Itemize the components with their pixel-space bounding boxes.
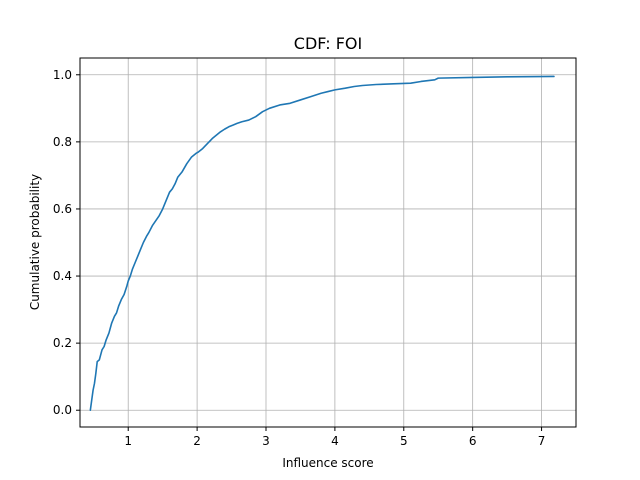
x-axis-label: Influence score bbox=[282, 456, 373, 470]
x-tick-label: 7 bbox=[538, 434, 546, 448]
line-layer bbox=[89, 75, 555, 412]
y-tick-label: 0.4 bbox=[53, 269, 72, 283]
x-tick-label: 6 bbox=[469, 434, 477, 448]
y-tick-label: 0.6 bbox=[53, 202, 72, 216]
tick-layer: 1 2 3 4 5 6 7 0.0 0.2 0.4 0.6 0.8 1.0 bbox=[53, 68, 545, 448]
x-tick-label: 4 bbox=[331, 434, 339, 448]
x-tick-label: 1 bbox=[124, 434, 132, 448]
x-tick-label: 2 bbox=[193, 434, 201, 448]
y-tick-label: 0.2 bbox=[53, 336, 72, 350]
plot-frame bbox=[79, 57, 577, 428]
cdf-series-line bbox=[89, 75, 555, 412]
x-tick-label: 3 bbox=[262, 434, 270, 448]
y-tick-label: 0.8 bbox=[53, 135, 72, 149]
y-tick-label: 0.0 bbox=[53, 403, 72, 417]
x-tick-label: 5 bbox=[400, 434, 408, 448]
y-tick-label: 1.0 bbox=[53, 68, 72, 82]
y-axis-label: Cumulative probability bbox=[28, 174, 42, 310]
chart-title: CDF: FOI bbox=[294, 34, 362, 53]
